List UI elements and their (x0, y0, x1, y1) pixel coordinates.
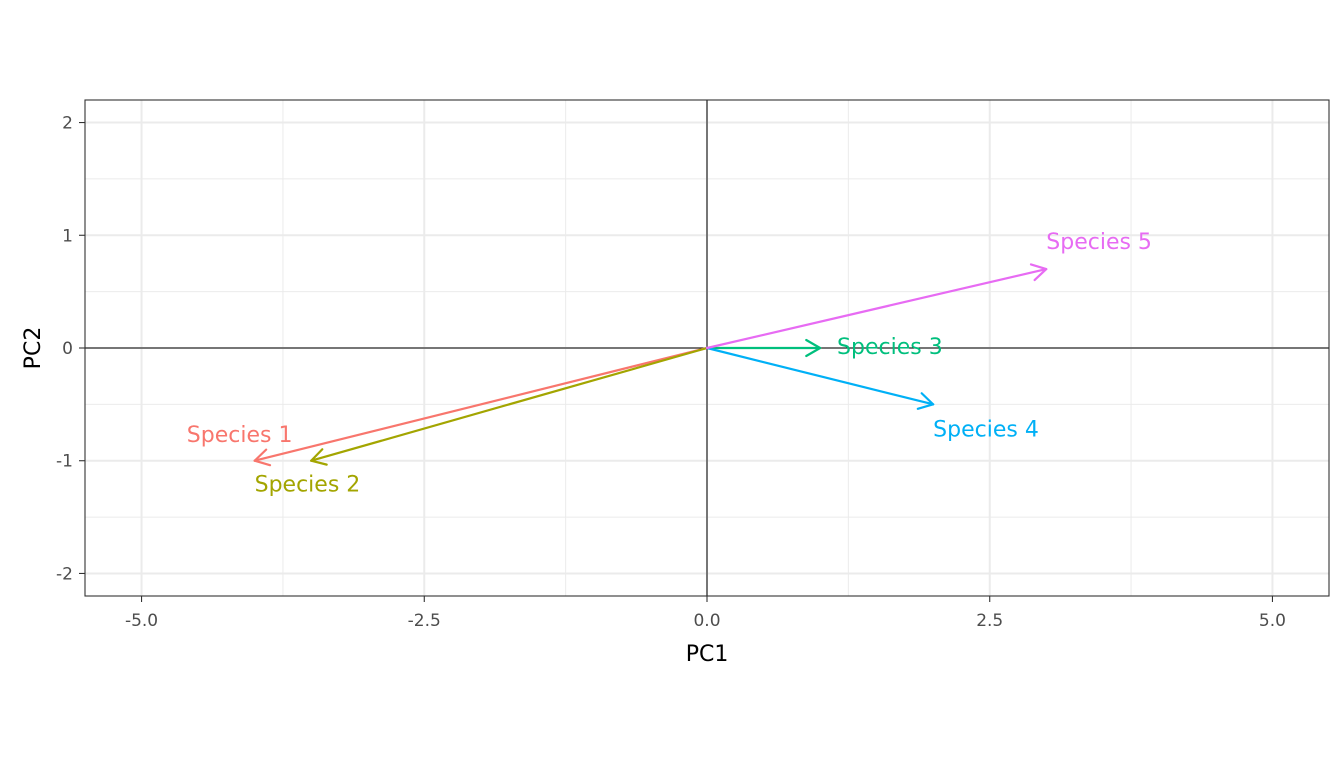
arrow-label: Species 2 (255, 473, 361, 498)
x-tick-label: 0.0 (693, 611, 720, 631)
y-tick-label: 0 (62, 339, 73, 359)
arrow-head (805, 338, 822, 358)
arrow-label: Species 3 (837, 335, 943, 360)
arrow-head (253, 448, 272, 467)
panel-border (84, 99, 1330, 597)
arrow-species-2 (310, 346, 709, 466)
x-tick-label: -2.5 (408, 611, 441, 631)
arrow-labels: Species 1 Species 2 Species 3 Species 4 Spec… (187, 230, 1152, 497)
arrow-species-1 (253, 346, 709, 467)
x-tick-label: -5.0 (125, 611, 158, 631)
arrow-species-4 (705, 346, 935, 410)
y-tick-label: 1 (62, 226, 73, 246)
x-tick-label: 5.0 (1259, 611, 1286, 631)
y-axis-title: PC2 (21, 327, 46, 370)
arrow-head (916, 392, 935, 410)
arrow-species-3 (705, 338, 822, 358)
x-tick-label: 2.5 (976, 611, 1003, 631)
arrow-shaft (705, 267, 1048, 350)
axes: -5.0 -2.5 0.0 2.5 5.0 -2 -1 0 1 2 (56, 114, 1286, 631)
arrows (253, 263, 1048, 467)
arrow-label: Species 4 (933, 417, 1039, 442)
y-tick-label: -1 (56, 452, 73, 472)
arrow-label: Species 5 (1046, 230, 1152, 255)
y-tick-label: -2 (56, 564, 73, 584)
arrow-species-5 (705, 263, 1048, 350)
y-tick-label: 2 (62, 114, 73, 134)
arrow-shaft (310, 346, 709, 462)
x-axis-title: PC1 (686, 642, 729, 667)
arrow-shaft (705, 346, 935, 406)
arrow-shaft (253, 346, 709, 462)
arrow-label: Species 1 (187, 423, 293, 448)
arrow-head (1029, 263, 1048, 282)
arrow-head (310, 448, 328, 466)
